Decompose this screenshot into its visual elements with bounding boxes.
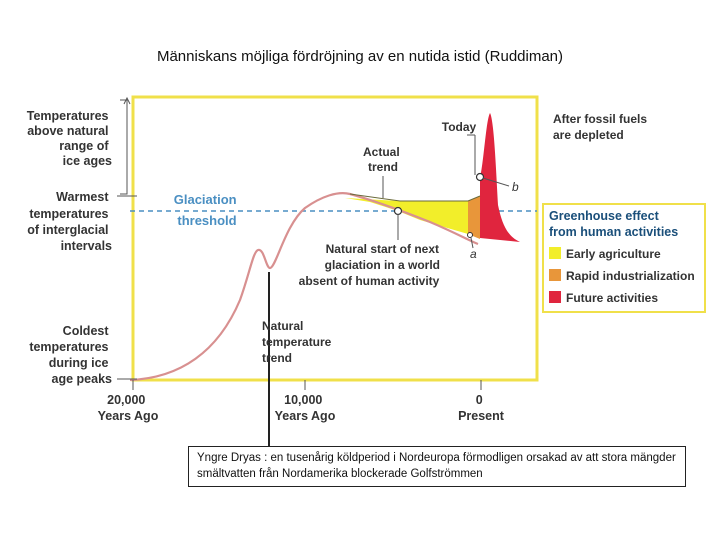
- natural-start-point: [393, 206, 403, 216]
- glaciation-threshold-label: Glaciation threshold: [174, 192, 240, 228]
- legend-box: [542, 203, 706, 313]
- b-pointer: [482, 177, 510, 187]
- above-range-bracket: [120, 99, 128, 195]
- future-activities-area: [480, 113, 520, 242]
- a-pointer: [470, 237, 474, 249]
- legend-label-future-activities: Future activities: [566, 291, 658, 305]
- legend-label-early-agriculture: Early agriculture: [566, 247, 661, 261]
- b-label: b: [512, 180, 519, 194]
- natural-temperature-curve: [129, 192, 479, 382]
- page-title: Människans möjliga fördröjning av en nut…: [156, 48, 564, 65]
- plot-frame: [131, 95, 539, 382]
- x-label-20000: 20,000 Years Ago: [98, 393, 159, 423]
- label-coldest: Coldest temperatures during ice age peak…: [29, 324, 112, 386]
- label-warmest: Warmest temperatures of interglacial int…: [27, 190, 112, 253]
- label-above-natural: Temperatures above natural range of ice …: [27, 109, 112, 168]
- legend-title: Greenhouse effect from human activities: [549, 209, 678, 239]
- natural-trend-label: Natural temperature trend: [262, 319, 335, 365]
- a-label: a: [470, 247, 477, 261]
- actual-trend-label: Actual trend: [363, 145, 403, 174]
- after-fossil-fuels-label: After fossil fuels are depleted: [553, 112, 650, 142]
- legend-label-rapid-industrialization: Rapid industrialization: [566, 269, 695, 283]
- younger-dryas-caption: Yngre Dryas : en tusenårig köldperiod i …: [188, 446, 686, 487]
- legend-swatch-rapid-industrialization: [549, 269, 561, 281]
- x-label-present: 0 Present: [458, 393, 505, 423]
- natural-start-label: Natural start of next glaciation in a wo…: [299, 242, 444, 288]
- point-a: [467, 232, 473, 238]
- rapid-industrialization-area: [468, 196, 480, 239]
- legend-swatch-early-agriculture: [549, 247, 561, 259]
- legend-swatch-future-activities: [549, 291, 561, 303]
- point-b: [475, 172, 485, 182]
- today-label: Today: [442, 120, 477, 134]
- actual-trend-line: [349, 193, 481, 202]
- x-label-10000: 10,000 Years Ago: [275, 393, 336, 423]
